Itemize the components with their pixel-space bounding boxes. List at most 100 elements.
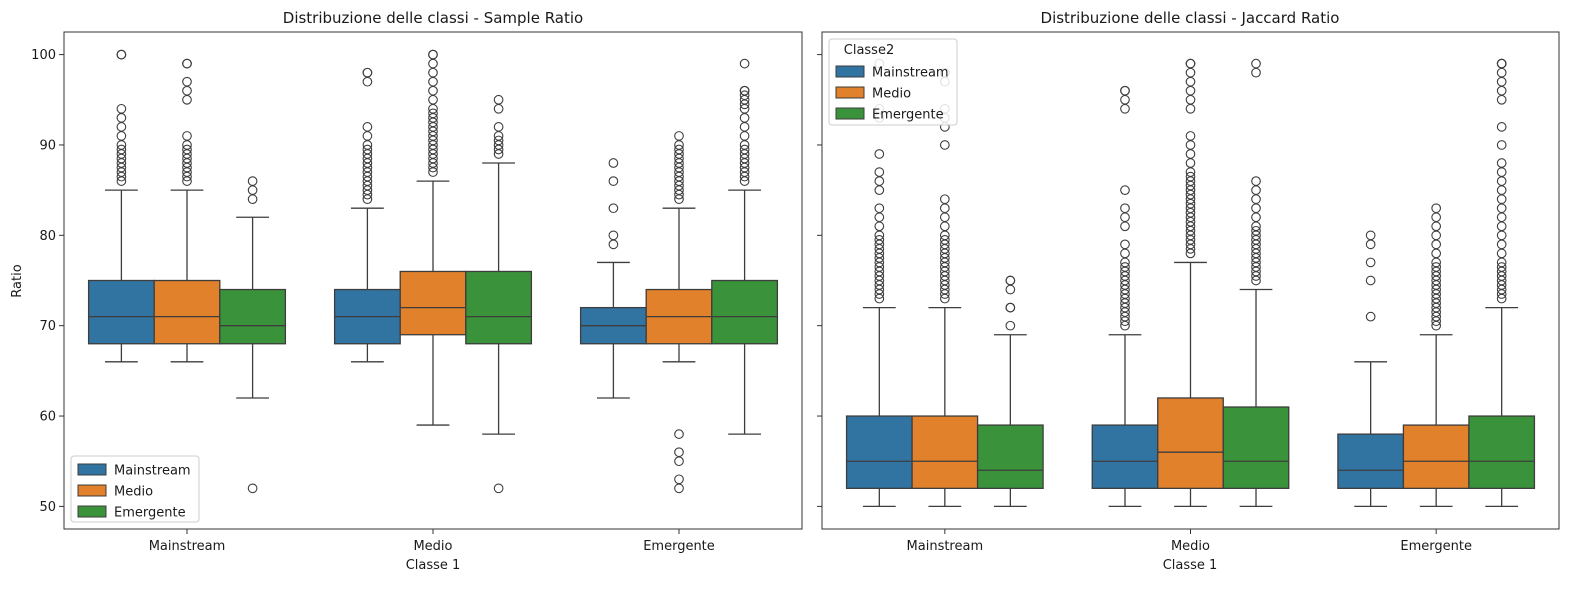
outlier-point [1251,176,1261,186]
outlier-point [1251,225,1261,236]
outlier-point [608,158,619,168]
box-iqr [845,415,913,489]
x-axis-label: Classe 1 [406,558,461,573]
box-iqr [465,270,533,345]
box-iqr [911,415,979,489]
box-medio-medio [1157,58,1224,508]
outlier-point [362,144,373,155]
box-iqr [1337,433,1405,489]
outlier-point [608,176,619,186]
outlier-point [1365,311,1376,322]
legend-swatch-emergente [77,505,107,518]
box-iqr [1091,424,1159,489]
outlier-point [739,58,750,69]
box-mainstream-medio [1091,85,1159,508]
x-tick-label: Emergente [1400,539,1472,554]
outlier-point [1365,275,1376,286]
chart-title: Distribuzione delle classi - Sample Rati… [283,9,583,27]
box-mainstream-mainstream [87,49,155,363]
outlier-point [1005,320,1016,331]
box-marks [87,49,779,494]
box-medio-mainstream [153,58,221,363]
legend-title: Classe2 [844,43,894,58]
outlier-point [493,94,504,105]
outlier-point [874,234,885,245]
outlier-point [1120,239,1130,250]
box-iqr [219,288,287,345]
outlier-point [1005,275,1016,286]
legend-swatch-medio [835,86,865,99]
outlier-point [1365,257,1376,268]
x-tick-label: Medio [413,539,452,554]
box-emergente-emergente [1468,58,1536,508]
outlier-point [1251,58,1261,69]
outlier-point [493,483,504,494]
outlier-point [428,108,438,119]
outlier-point [939,234,950,245]
y-tick-label: 90 [39,138,56,153]
box-iqr [1402,424,1470,489]
legend-swatch-mainstream [77,463,107,476]
outlier-point [1496,58,1507,69]
outlier-point [674,447,684,458]
x-tick-label: Mainstream [149,539,226,554]
y-tick-label: 50 [39,500,56,515]
outlier-point [428,49,438,60]
legend-label: Emergente [872,108,944,123]
outlier-point [116,103,127,114]
chart-title: Distribuzione delle classi - Jaccard Rat… [1041,9,1340,27]
outlier-point [116,49,127,60]
y-tick-label: 70 [39,319,56,334]
outlier-point [1005,302,1016,313]
box-emergente-mainstream [976,275,1044,508]
x-axis-label: Classe 1 [1163,558,1218,573]
outlier-point [874,149,885,159]
outlier-point [674,144,684,155]
outlier-point [116,144,127,155]
outlier-point [247,176,258,186]
outlier-point [674,474,684,485]
outlier-point [1120,203,1130,214]
legend-frame [828,38,958,126]
outlier-point [1120,185,1130,195]
box-iqr [976,424,1044,489]
legend-label: Mainstream [114,464,191,479]
y-axis-label: Ratio [10,264,25,297]
outlier-point [1496,122,1507,132]
box-iqr [399,270,467,336]
box-emergente-mainstream [219,176,287,494]
outlier-point [1431,203,1442,214]
legend: Mainstream Medio Emergente [70,455,200,523]
legend-label: Medio [114,485,153,500]
legend-swatch-emergente [835,107,865,120]
outlier-point [874,167,885,177]
outlier-point [939,194,950,205]
outlier-point [874,203,885,214]
outlier-point [182,144,192,155]
y-axis: 50 60 70 80 90 100 [31,48,64,515]
legend-swatch-medio [77,484,107,497]
box-iqr [87,279,155,345]
outlier-point [739,90,750,101]
chart-panel-sample-ratio: 50 60 70 80 90 100 Mainstream Medio Emergente D… [10,9,803,573]
outlier-point [608,203,619,214]
outlier-point [1185,131,1196,141]
outlier-point [608,230,619,241]
box-medio-emergente [645,131,713,494]
chart-panel-jaccard-ratio: Mainstream Medio Emergente Distribuzione d… [817,9,1560,573]
outlier-point [674,131,684,141]
y-tick-label: 60 [39,410,56,425]
outlier-point [493,122,504,132]
outlier-point [362,67,373,78]
outlier-point [939,140,950,150]
legend: Classe2 Mainstream Medio Emergente [828,38,958,126]
box-emergente-medio [465,94,533,494]
outlier-point [1496,262,1507,272]
box-mainstream-mainstream [845,58,913,508]
box-iqr [1157,397,1224,489]
outlier-point [493,135,504,146]
outlier-point [739,85,750,96]
box-iqr [153,279,221,345]
legend-label: Emergente [114,506,186,521]
